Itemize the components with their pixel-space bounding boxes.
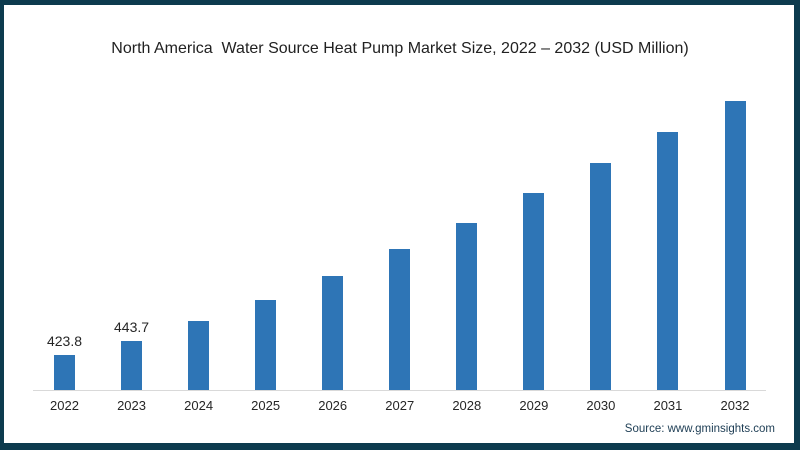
x-tick-label-2030: 2030: [586, 398, 616, 413]
bar-2027: [389, 249, 411, 390]
source-attribution: Source: www.gminsights.com: [624, 423, 775, 435]
x-tick-label-2022: 2022: [50, 398, 79, 413]
bar-2030: [590, 163, 612, 390]
bar-2031: [657, 132, 679, 390]
bar-2022: [54, 355, 75, 390]
bar-2029: [523, 193, 545, 390]
bar-value-label-2022: 423.8: [46, 333, 83, 349]
bar-value-label-2023: 443.7: [114, 319, 150, 335]
bar-chart-plot-area: 423.8 443.7: [33, 80, 766, 391]
x-tick-label-2031: 2031: [653, 398, 683, 413]
x-tick-label-2025: 2025: [251, 398, 281, 413]
bar-2023: [121, 341, 143, 390]
x-tick-label-2028: 2028: [452, 398, 482, 413]
chart-title: North America Water Source Heat Pump Mar…: [111, 40, 689, 57]
bar-2024: [188, 321, 210, 390]
x-tick-label-2027: 2027: [385, 398, 415, 413]
bar-2025: [255, 300, 277, 390]
x-tick-label-2023: 2023: [117, 398, 146, 413]
x-tick-label-2029: 2029: [519, 398, 549, 413]
bar-2028: [456, 223, 478, 390]
x-tick-label-2032: 2032: [720, 398, 750, 413]
bar-2026: [322, 276, 344, 390]
x-axis-tick-labels: 2022 2023 2024 2025 2026 2027 2028 2029 2030 2031…: [33, 398, 766, 416]
x-tick-label-2024: 2024: [184, 398, 214, 413]
x-tick-label-2026: 2026: [318, 398, 348, 413]
bar-2032: [724, 101, 746, 390]
